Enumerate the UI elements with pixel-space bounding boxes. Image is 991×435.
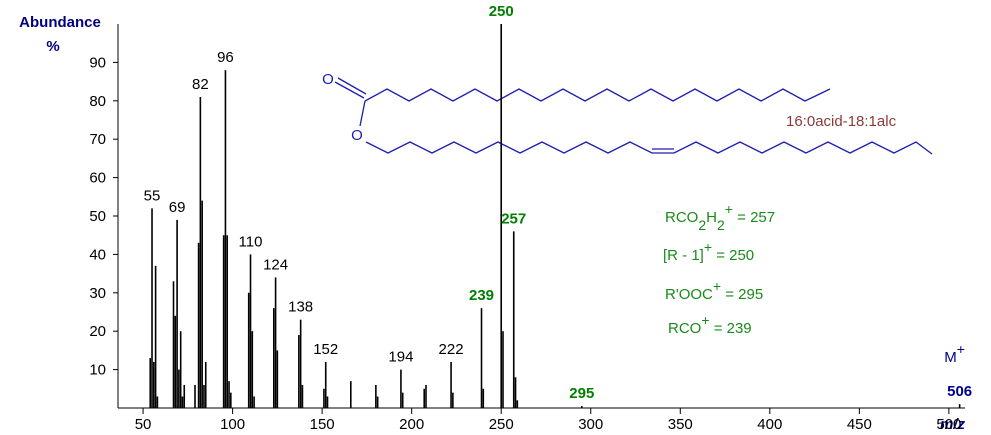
x-tick-label: 400: [757, 416, 782, 433]
text-part: +: [957, 341, 965, 357]
atom-label: O: [322, 71, 334, 88]
text-part: 2: [698, 217, 706, 233]
y-tick-label: 20: [89, 323, 106, 340]
text-part: RCO: [665, 209, 698, 226]
peak-label: 257: [501, 210, 526, 227]
molecular-ion-label: M+: [944, 341, 965, 366]
peak-label: 96: [217, 49, 234, 66]
text-part: R'OOC: [665, 286, 713, 303]
peak-label: 194: [388, 349, 413, 366]
ion-annotation: R'OOC+ = 295: [665, 278, 763, 303]
acyl-chain: [364, 88, 831, 102]
x-tick-label: 300: [578, 416, 603, 433]
text-part: +: [701, 312, 709, 328]
y-tick-label: 90: [89, 54, 106, 71]
peak-label: 82: [192, 76, 209, 93]
y-tick-label: 70: [89, 131, 106, 148]
x-tick-label: 250: [489, 416, 514, 433]
y-tick-label: 40: [89, 246, 106, 263]
y-tick-label: 50: [89, 208, 106, 225]
x-tick-label: 50: [135, 416, 152, 433]
x-axis-label: m/z: [940, 416, 966, 433]
x-tick-label: 100: [220, 416, 245, 433]
x-tick-label: 150: [310, 416, 335, 433]
text-part: 2: [717, 217, 725, 233]
alkyl-chain: [365, 141, 933, 155]
structure: [334, 77, 933, 155]
carbonyl-bond: [337, 77, 367, 95]
text-part: +: [704, 239, 712, 255]
ion-annotation: [R - 1]+ = 250: [663, 239, 754, 264]
y-tick-label: 60: [89, 170, 106, 187]
peak-label: 250: [489, 3, 514, 20]
peak-label: 138: [288, 299, 313, 316]
peak-label: 295: [569, 385, 594, 402]
atom-label: O: [351, 127, 363, 144]
carbonyl-bond: [334, 81, 365, 99]
text-part: RCO: [668, 320, 701, 337]
y-axis-unit: %: [46, 38, 59, 55]
text-part: = 239: [710, 320, 752, 337]
x-tick-label: 350: [668, 416, 693, 433]
y-tick-label: 80: [89, 93, 106, 110]
text-part: +: [713, 278, 721, 294]
text-part: [R - 1]: [663, 247, 704, 264]
peak-label: 506: [947, 383, 972, 400]
peak-label: 69: [169, 199, 186, 216]
peak-label: 124: [263, 256, 288, 273]
peak-label: 239: [469, 287, 494, 304]
text-part: = 250: [712, 247, 754, 264]
peak-label: 110: [239, 233, 263, 250]
y-axis-label: Abundance: [19, 14, 101, 31]
text-part: H: [706, 209, 717, 226]
ester-bond: [359, 100, 366, 127]
ion-annotation: RCO+ = 239: [668, 312, 752, 337]
x-tick-label: 450: [847, 416, 872, 433]
y-tick-label: 30: [89, 285, 106, 302]
compound-name: 16:0acid-18:1alc: [786, 113, 897, 130]
text-part: M: [944, 349, 957, 366]
text-part: +: [725, 201, 733, 217]
x-tick-label: 500: [936, 416, 961, 433]
x-tick-label: 200: [399, 416, 424, 433]
text-part: = 257: [733, 209, 775, 226]
text-part: = 295: [721, 286, 763, 303]
peak-label: 152: [313, 341, 338, 358]
peak-label: 55: [144, 187, 161, 204]
peak-label: 222: [439, 341, 464, 358]
y-tick-label: 10: [89, 362, 106, 379]
ion-annotation: RCO2H2+ = 257: [665, 201, 775, 233]
